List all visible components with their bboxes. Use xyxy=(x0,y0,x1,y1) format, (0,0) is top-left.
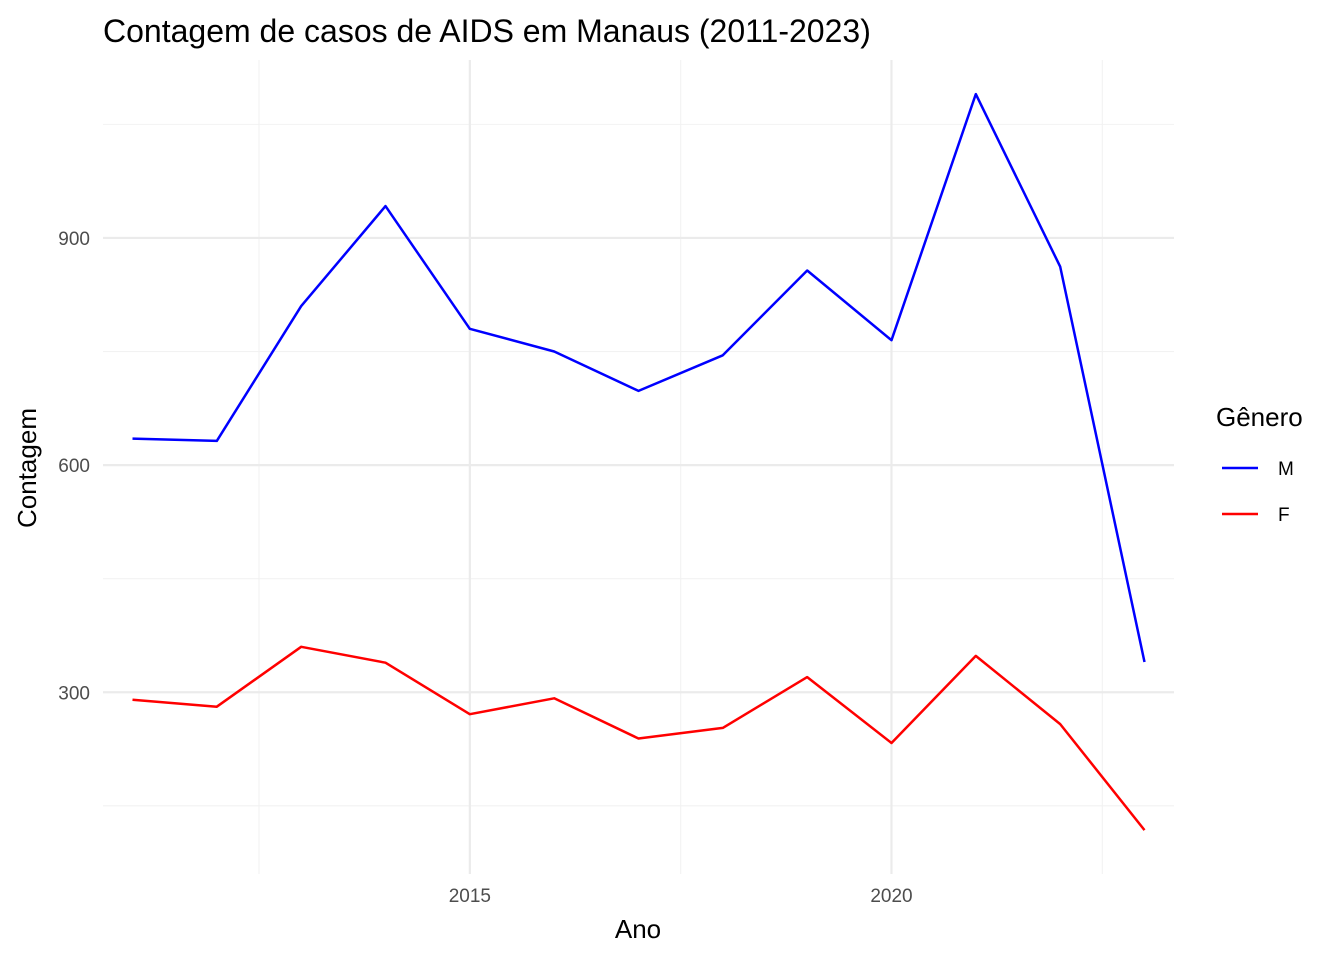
y-tick-label: 300 xyxy=(58,683,90,704)
x-tick-label: 2020 xyxy=(870,886,912,907)
y-axis-title: Contagem xyxy=(12,408,42,528)
grid xyxy=(103,60,1174,874)
legend-items: MF xyxy=(1222,459,1294,526)
y-tick-label: 600 xyxy=(58,456,90,477)
legend-title: Gênero xyxy=(1216,402,1303,432)
x-axis-ticks: 2015 2020 xyxy=(449,886,913,907)
legend-label-F: F xyxy=(1278,505,1290,526)
series-line-F xyxy=(132,645,1146,831)
x-tick-label: 2015 xyxy=(449,886,491,907)
legend-label-M: M xyxy=(1278,459,1294,480)
chart-title: Contagem de casos de AIDS em Manaus (201… xyxy=(103,13,871,49)
y-axis-ticks: 300 600 900 xyxy=(58,229,90,704)
series-lines xyxy=(132,92,1146,831)
x-axis-title: Ano xyxy=(615,914,661,944)
series-line-M xyxy=(132,92,1146,663)
legend: Gênero MF xyxy=(1216,402,1303,526)
y-tick-label: 900 xyxy=(58,229,90,250)
